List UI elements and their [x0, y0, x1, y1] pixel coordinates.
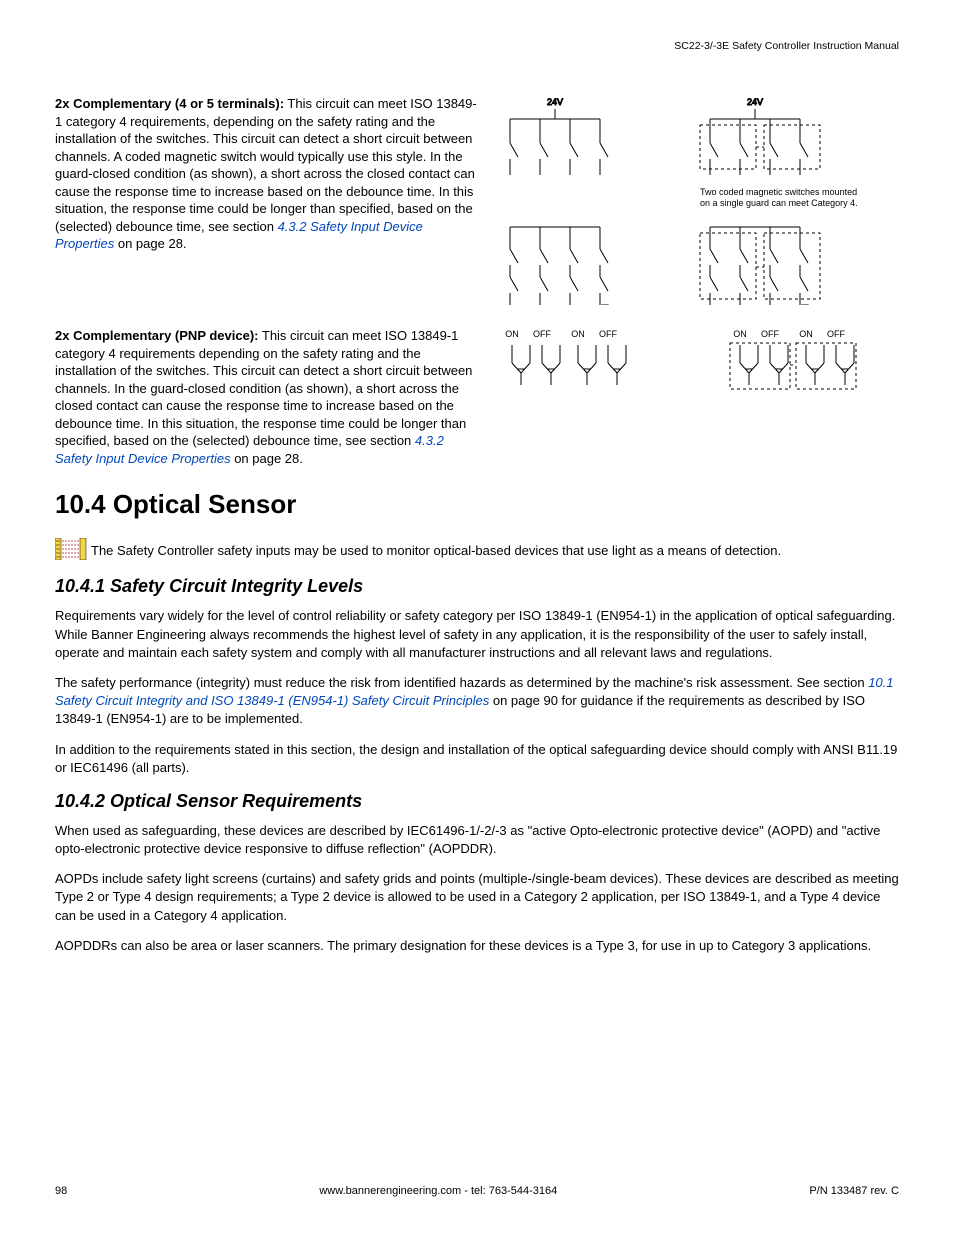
integrity-p1: Requirements vary widely for the level o… [55, 607, 899, 662]
sec2-heading: 2x Complementary (PNP device): [55, 328, 259, 343]
integrity-p2-before: The safety performance (integrity) must … [55, 675, 868, 690]
page-content: 2x Complementary (4 or 5 terminals): Thi… [55, 95, 899, 955]
page-footer: 98 www.bannerengineering.com - tel: 763-… [55, 1185, 899, 1197]
req-p3: AOPDDRs can also be area or laser scanne… [55, 937, 899, 955]
req-p1: When used as safeguarding, these devices… [55, 822, 899, 858]
block-complementary-4-5: 2x Complementary (4 or 5 terminals): Thi… [55, 95, 899, 305]
svg-text:24V: 24V [547, 97, 563, 107]
text-complementary-4-5: 2x Complementary (4 or 5 terminals): Thi… [55, 95, 480, 305]
svg-text:OFF: OFF [761, 329, 779, 339]
diagram-switches: 24V [500, 95, 899, 305]
manual-header: SC22-3/-3E Safety Controller Instruction… [674, 40, 899, 52]
diagram-caption: Two coded magnetic switches mounted on a… [700, 187, 865, 210]
heading-optical-requirements: 10.4.2 Optical Sensor Requirements [55, 791, 899, 812]
svg-text:ON: ON [505, 329, 519, 339]
optical-intro-text: The Safety Controller safety inputs may … [91, 543, 781, 558]
pnp-diagram-svg: ON OFF ON OFF [500, 327, 880, 427]
svg-text:ON: ON [571, 329, 585, 339]
text-complementary-pnp: 2x Complementary (PNP device): This circ… [55, 327, 480, 467]
req-p2: AOPDs include safety light screens (curt… [55, 870, 899, 925]
svg-text:ON: ON [733, 329, 747, 339]
integrity-p2: The safety performance (integrity) must … [55, 674, 899, 729]
footer-page-number: 98 [55, 1185, 67, 1197]
footer-part-number: P/N 133487 rev. C [809, 1185, 899, 1197]
integrity-p3: In addition to the requirements stated i… [55, 741, 899, 777]
sec2-text-before: This circuit can meet ISO 13849-1 catego… [55, 328, 472, 448]
heading-integrity-levels: 10.4.1 Safety Circuit Integrity Levels [55, 576, 899, 597]
optical-intro: The Safety Controller safety inputs may … [55, 538, 899, 560]
svg-text:OFF: OFF [827, 329, 845, 339]
svg-text:ON: ON [799, 329, 813, 339]
sec1-heading: 2x Complementary (4 or 5 terminals): [55, 96, 284, 111]
svg-text:OFF: OFF [533, 329, 551, 339]
svg-text:24V: 24V [747, 97, 763, 107]
switch-diagram-svg: 24V [500, 95, 880, 305]
heading-optical-sensor: 10.4 Optical Sensor [55, 489, 899, 520]
optical-sensor-icon [55, 538, 87, 560]
footer-contact: www.bannerengineering.com - tel: 763-544… [319, 1185, 557, 1197]
sec1-text-before: This circuit can meet ISO 13849-1 catego… [55, 96, 477, 234]
sec2-text-after: on page 28. [231, 451, 303, 466]
sec1-text-after: on page 28. [114, 236, 186, 251]
block-complementary-pnp: 2x Complementary (PNP device): This circ… [55, 327, 899, 467]
diagram-pnp: ON OFF ON OFF [500, 327, 899, 467]
svg-text:OFF: OFF [599, 329, 617, 339]
